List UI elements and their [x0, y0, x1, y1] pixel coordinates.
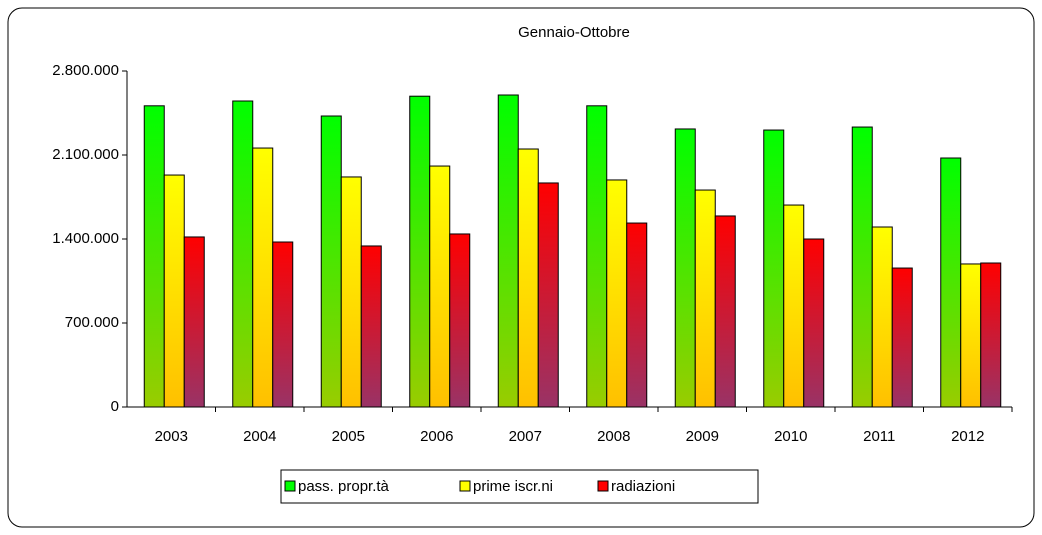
- y-tick-label: 700.000: [65, 314, 119, 331]
- bar: [674, 128, 696, 408]
- legend-swatch: [459, 480, 471, 492]
- bar: [586, 105, 608, 408]
- bar: [340, 176, 362, 408]
- legend-swatch: [284, 480, 296, 492]
- bar: [960, 263, 982, 408]
- bar: [980, 262, 1002, 408]
- y-tick-label: 1.400.000: [52, 230, 119, 247]
- bar: [252, 147, 274, 408]
- bar: [360, 245, 382, 408]
- x-tick-label: 2009: [686, 428, 719, 445]
- bar: [783, 204, 805, 408]
- legend: [280, 469, 759, 504]
- legend-label: radiazioni: [611, 478, 675, 495]
- bar: [163, 174, 185, 408]
- x-tick-label: 2011: [863, 428, 895, 445]
- bar: [429, 165, 451, 408]
- legend-label: pass. propr.tà: [298, 478, 390, 495]
- bar: [537, 182, 559, 408]
- y-tick-label: 2.800.000: [52, 62, 119, 79]
- bar: [851, 126, 873, 408]
- bar: [183, 236, 205, 408]
- x-tick-label: 2006: [420, 428, 453, 445]
- bar: [409, 95, 431, 408]
- bar: [940, 157, 962, 408]
- bar: [272, 241, 294, 408]
- y-tick-label: 2.100.000: [52, 146, 119, 163]
- bar: [232, 100, 254, 408]
- x-tick-label: 2005: [332, 428, 365, 445]
- bar: [320, 115, 342, 408]
- x-tick-label: 2012: [951, 428, 984, 445]
- x-tick-label: 2003: [155, 428, 188, 445]
- bar: [803, 238, 825, 408]
- bar: [891, 267, 913, 408]
- bar: [497, 94, 519, 408]
- legend-label: prime iscr.ni: [473, 478, 553, 495]
- bar: [517, 148, 539, 408]
- bar: [763, 129, 785, 408]
- x-tick-label: 2007: [509, 428, 542, 445]
- y-tick-label: 0: [111, 398, 119, 415]
- bar: [694, 189, 716, 408]
- bar: [714, 215, 736, 408]
- bar: [871, 226, 893, 408]
- legend-swatch: [597, 480, 609, 492]
- bar: [143, 105, 165, 408]
- x-tick-label: 2010: [774, 428, 807, 445]
- bar: [626, 222, 648, 408]
- bar: [606, 179, 628, 408]
- chart-title: Gennaio-Ottobre: [518, 24, 630, 41]
- x-tick-label: 2008: [597, 428, 630, 445]
- x-tick-label: 2004: [243, 428, 276, 445]
- bar: [449, 233, 471, 408]
